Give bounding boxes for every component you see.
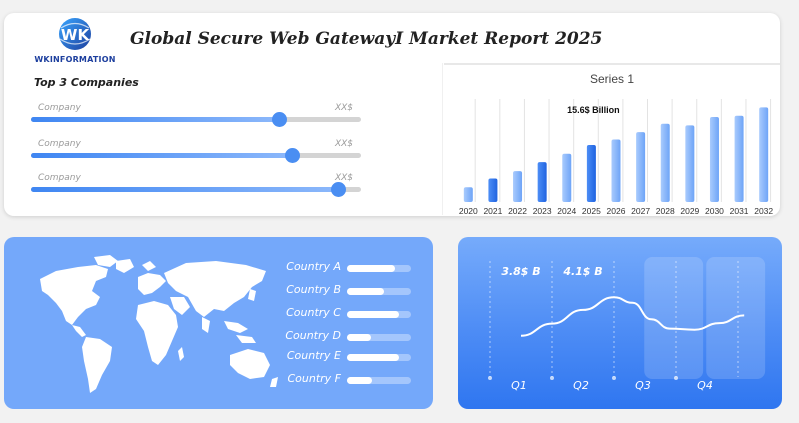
country-name: Country B bbox=[286, 283, 341, 296]
x-tick-label: 2028 bbox=[656, 206, 675, 215]
country-row: Country A bbox=[279, 258, 419, 278]
guide-dot bbox=[488, 376, 492, 380]
guide-dot bbox=[674, 376, 678, 380]
bar-2030 bbox=[709, 117, 719, 202]
series-line bbox=[520, 296, 745, 337]
top-card: WK WKINFORMATION Global Secure Web Gatew… bbox=[4, 13, 780, 216]
country-row: Country D bbox=[279, 327, 419, 347]
company-label: Company bbox=[38, 103, 81, 113]
quarter-label: Q4 bbox=[697, 379, 713, 392]
value-annotation: 4.1$ B bbox=[562, 265, 602, 278]
bar-2026 bbox=[611, 139, 621, 202]
x-tick-label: 2023 bbox=[533, 206, 552, 215]
company-value: XX$ bbox=[334, 139, 353, 149]
bar-annotation: 15.6$ Billion bbox=[567, 105, 620, 115]
quarterly-line-chart: Q1 Q2 Q3 Q4 3.8$ B 4.1$ B bbox=[488, 257, 766, 392]
logo-text: WKINFORMATION bbox=[34, 55, 116, 64]
svg-text:WK: WK bbox=[61, 26, 91, 44]
country-row: Country C bbox=[279, 304, 419, 324]
company-slider-2[interactable]: Company XX$ bbox=[31, 139, 361, 169]
x-tick-label: 2025 bbox=[582, 206, 601, 215]
company-slider-1[interactable]: Company XX$ bbox=[31, 103, 361, 133]
slider-track bbox=[31, 112, 361, 127]
x-tick-label: 2029 bbox=[680, 206, 699, 215]
company-label: Company bbox=[38, 139, 81, 149]
country-bar-track bbox=[347, 377, 411, 384]
slider-knob[interactable] bbox=[284, 148, 300, 163]
country-bar-track bbox=[347, 354, 411, 361]
x-tick-label: 2026 bbox=[607, 206, 626, 215]
quarter-highlight bbox=[644, 257, 704, 379]
report-title: Global Secure Web GatewayI Market Report… bbox=[130, 29, 603, 49]
bar-2025 bbox=[586, 145, 596, 202]
company-value: XX$ bbox=[334, 103, 353, 113]
x-tick-label: 2030 bbox=[705, 206, 724, 215]
country-row: Country B bbox=[279, 281, 419, 301]
quarter-label: Q1 bbox=[511, 379, 527, 392]
country-bar-track bbox=[347, 288, 411, 295]
country-panel: Country A Country B Country C Country D … bbox=[4, 237, 433, 409]
company-slider-3[interactable]: Company XX$ bbox=[31, 173, 361, 203]
country-row: Country F bbox=[279, 370, 419, 390]
bar-2027 bbox=[636, 132, 646, 202]
slider-fill bbox=[31, 153, 292, 158]
country-name: Country C bbox=[286, 306, 341, 319]
slider-track bbox=[31, 148, 361, 163]
x-tick-label: 2020 bbox=[459, 206, 478, 215]
country-bar-track bbox=[347, 265, 411, 272]
bar-2020 bbox=[463, 187, 473, 202]
bar-2023 bbox=[537, 162, 547, 202]
x-tick-label: 2021 bbox=[483, 206, 502, 215]
bar-2032 bbox=[759, 107, 769, 202]
guide-dot bbox=[550, 376, 554, 380]
country-bar-fill bbox=[347, 311, 399, 318]
slider-fill bbox=[31, 117, 279, 122]
logo: WK WKINFORMATION bbox=[34, 15, 116, 73]
bar-2024 bbox=[562, 153, 572, 202]
bar-2031 bbox=[734, 115, 744, 202]
world-map-icon bbox=[40, 255, 278, 393]
country-name: Country D bbox=[285, 329, 341, 342]
x-tick-label: 2024 bbox=[557, 206, 576, 215]
market-size-bar-chart: Series 1 2020 2021 2022 2023 2024 2025 2026 202… bbox=[442, 63, 780, 215]
country-bar-fill bbox=[347, 288, 385, 295]
company-value: XX$ bbox=[334, 173, 353, 183]
country-bar-track bbox=[347, 334, 411, 341]
guide-dot bbox=[612, 376, 616, 380]
globe-logo-icon: WK bbox=[59, 18, 91, 50]
country-bar-fill bbox=[347, 354, 399, 361]
bar-2021 bbox=[488, 178, 498, 202]
quarter-label: Q2 bbox=[573, 379, 589, 392]
bar-chart-title: Series 1 bbox=[590, 72, 634, 86]
country-name: Country A bbox=[286, 260, 341, 273]
slider-track bbox=[31, 182, 361, 197]
x-tick-label: 2032 bbox=[754, 206, 773, 215]
country-name: Country F bbox=[287, 372, 341, 385]
country-row: Country E bbox=[279, 347, 419, 367]
country-bar-fill bbox=[347, 334, 372, 341]
top-companies-title: Top 3 Companies bbox=[34, 76, 139, 89]
country-bar-fill bbox=[347, 377, 372, 384]
slider-knob[interactable] bbox=[330, 182, 346, 197]
bar-2028 bbox=[660, 123, 670, 202]
bar-2029 bbox=[685, 125, 695, 202]
x-tick-label: 2022 bbox=[508, 206, 527, 215]
x-tick-label: 2031 bbox=[730, 206, 749, 215]
quarterly-panel: Q1 Q2 Q3 Q4 3.8$ B 4.1$ B bbox=[458, 237, 782, 409]
country-bar-fill bbox=[347, 265, 395, 272]
company-label: Company bbox=[38, 173, 81, 183]
x-tick-label: 2027 bbox=[631, 206, 650, 215]
country-name: Country E bbox=[286, 349, 341, 362]
quarter-label: Q3 bbox=[635, 379, 651, 392]
bar-2022 bbox=[513, 171, 523, 202]
value-annotation: 3.8$ B bbox=[501, 265, 540, 278]
slider-fill bbox=[31, 187, 338, 192]
country-bar-track bbox=[347, 311, 411, 318]
slider-knob[interactable] bbox=[271, 112, 287, 127]
